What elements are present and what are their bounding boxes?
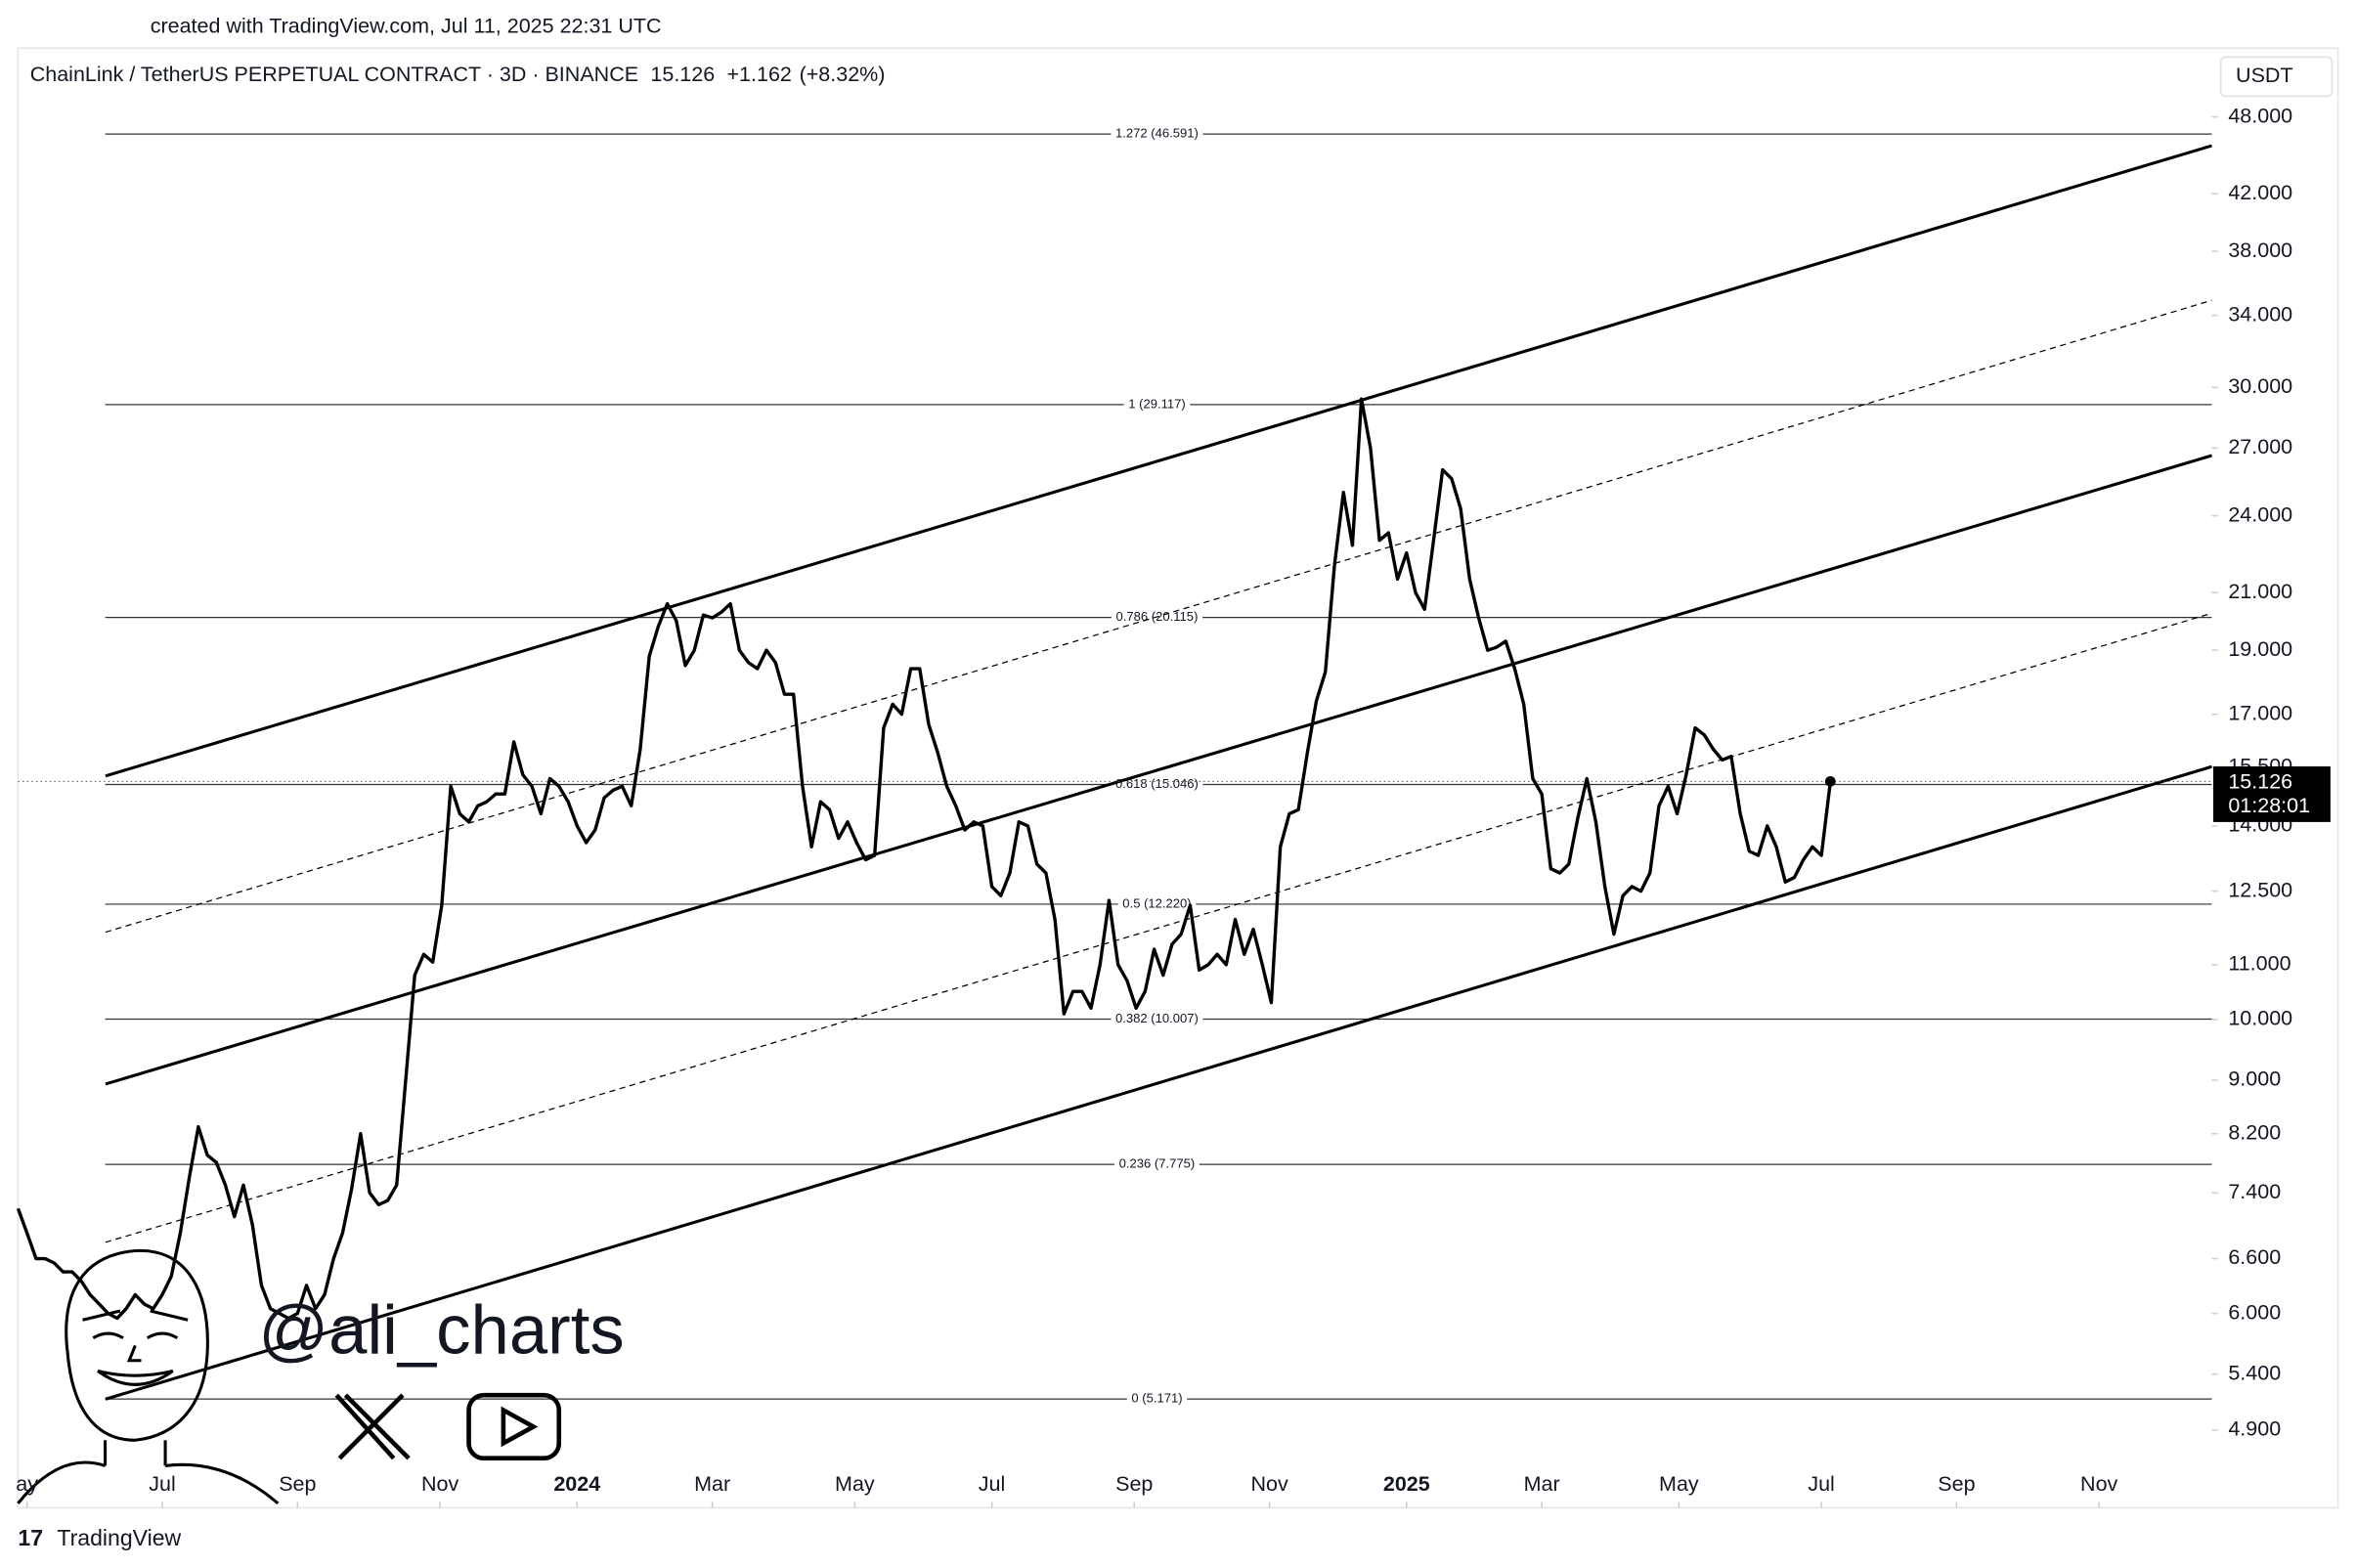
x-tick-label: ay bbox=[16, 1472, 38, 1496]
y-tick-label: 4.900 bbox=[2228, 1417, 2281, 1441]
currency-box[interactable] bbox=[2219, 56, 2334, 98]
footer-logo: 17 bbox=[18, 1525, 43, 1550]
last-price: 15.126 bbox=[650, 63, 715, 86]
last-point bbox=[1824, 775, 1836, 787]
x-tick-label: Mar bbox=[694, 1472, 730, 1496]
y-tick-label: 42.000 bbox=[2228, 181, 2292, 204]
y-tick-label: 30.000 bbox=[2228, 374, 2292, 398]
x-tick-label: May bbox=[1659, 1472, 1699, 1496]
x-tick-label: May bbox=[835, 1472, 875, 1496]
y-tick-label: 38.000 bbox=[2228, 239, 2292, 262]
fib-label-bg bbox=[1126, 1390, 1188, 1406]
plot-area: 1.272 (46.591)1 (29.117)0.786 (20.115)0.… bbox=[16, 125, 2212, 1406]
fib-label-bg bbox=[1111, 1010, 1203, 1026]
fib-label: 0.618 (15.046) bbox=[1115, 776, 1199, 791]
price-box-value: 15.126 bbox=[2228, 770, 2292, 794]
fib-label-bg bbox=[1111, 775, 1203, 791]
x-tick-label: Nov bbox=[1250, 1472, 1287, 1496]
y-tick-label: 6.000 bbox=[2228, 1300, 2281, 1324]
y-tick-label: 34.000 bbox=[2228, 302, 2292, 326]
y-tick-label: 12.500 bbox=[2228, 878, 2292, 901]
fib-label-bg bbox=[1117, 895, 1197, 911]
credit: created with TradingView.com, Jul 11, 20… bbox=[151, 14, 662, 37]
x-tick-label: Jul bbox=[979, 1472, 1006, 1496]
y-tick-label: 11.000 bbox=[2228, 952, 2291, 976]
x-tick-label: 2025 bbox=[1383, 1472, 1430, 1496]
fib-label: 0.236 (7.775) bbox=[1119, 1156, 1196, 1171]
x-logo bbox=[334, 1393, 411, 1460]
change: +1.162 bbox=[726, 63, 791, 86]
avatar bbox=[17, 1248, 280, 1505]
fib-label: 0.5 (12.220) bbox=[1122, 895, 1191, 910]
x-tick-label: 2024 bbox=[553, 1472, 600, 1496]
y-tick-label: 5.400 bbox=[2228, 1361, 2281, 1384]
footer-brand: TradingView bbox=[57, 1525, 181, 1550]
fib-label: 0 (5.171) bbox=[1131, 1391, 1182, 1406]
chart-frame bbox=[17, 47, 2339, 1509]
x-tick-label: Jul bbox=[1808, 1472, 1835, 1496]
x-tick-label: Sep bbox=[1938, 1472, 1975, 1496]
trendline bbox=[105, 454, 2212, 1086]
x-tick-label: Sep bbox=[1115, 1472, 1153, 1496]
trendline bbox=[105, 299, 2212, 934]
y-tick-label: 27.000 bbox=[2228, 435, 2292, 458]
fib-label: 1 (29.117) bbox=[1128, 396, 1185, 411]
x-tick-label: Jul bbox=[149, 1472, 176, 1496]
fib-label: 0.382 (10.007) bbox=[1115, 1011, 1199, 1025]
change-pct: (+8.32%) bbox=[800, 63, 886, 86]
y-tick-label: 6.600 bbox=[2228, 1245, 2281, 1269]
y-tick-label: 10.000 bbox=[2228, 1007, 2292, 1030]
price-line bbox=[16, 397, 1833, 1321]
x-tick-label: Sep bbox=[279, 1472, 316, 1496]
watermark: @ali_charts bbox=[258, 1290, 624, 1368]
x-tick-label: Nov bbox=[2080, 1472, 2117, 1496]
fib-label-bg bbox=[1123, 396, 1191, 412]
y-tick-label: 48.000 bbox=[2228, 104, 2292, 127]
youtube-logo bbox=[466, 1392, 562, 1461]
y-tick-label: 7.400 bbox=[2228, 1180, 2281, 1203]
trendline bbox=[105, 144, 2212, 778]
y-tick-label: 9.000 bbox=[2228, 1067, 2281, 1091]
countdown: 01:28:01 bbox=[2228, 794, 2310, 817]
y-tick-label: 19.000 bbox=[2228, 637, 2292, 661]
y-tick-label: 21.000 bbox=[2228, 580, 2292, 603]
x-tick-label: Nov bbox=[421, 1472, 458, 1496]
trendline bbox=[105, 612, 2212, 1243]
fib-label: 1.272 (46.591) bbox=[1115, 126, 1199, 141]
x-tick-label: Mar bbox=[1524, 1472, 1560, 1496]
currency[interactable]: USDT bbox=[2236, 64, 2293, 87]
fib-label-bg bbox=[1114, 1155, 1200, 1171]
trendline bbox=[105, 764, 2212, 1401]
fib-label-bg bbox=[1111, 125, 1203, 141]
y-tick-label: 8.200 bbox=[2228, 1120, 2281, 1144]
y-tick-label: 24.000 bbox=[2228, 502, 2292, 526]
symbol: ChainLink / TetherUS PERPETUAL CONTRACT … bbox=[30, 63, 638, 86]
chart-title: ChainLink / TetherUS PERPETUAL CONTRACT … bbox=[30, 63, 886, 86]
price-box bbox=[2212, 765, 2331, 822]
y-tick-label: 17.000 bbox=[2228, 701, 2292, 724]
svg-text:17: 17 bbox=[18, 1525, 43, 1550]
